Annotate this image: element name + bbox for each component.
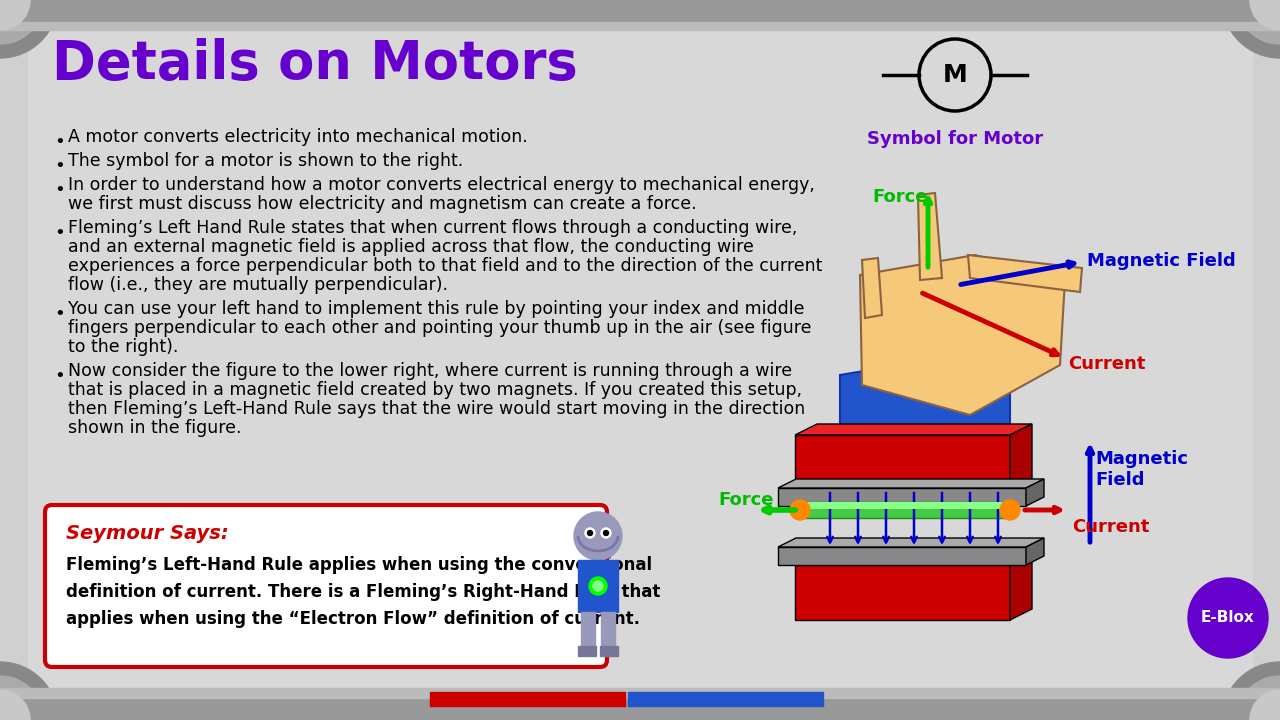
Bar (579, 560, 618, 612)
Bar (579, 646, 596, 656)
Circle shape (589, 577, 607, 595)
Circle shape (573, 512, 622, 560)
Circle shape (1236, 0, 1280, 44)
Bar (0, 688, 1280, 698)
Polygon shape (795, 554, 1032, 565)
Text: Fleming’s Left Hand Rule states that when current flows through a conducting wir: Fleming’s Left Hand Rule states that whe… (68, 219, 797, 237)
Text: •: • (54, 133, 65, 151)
Polygon shape (800, 502, 1010, 518)
Circle shape (1251, 690, 1280, 720)
Polygon shape (778, 488, 1027, 506)
Text: Details on Motors: Details on Motors (52, 38, 577, 90)
Circle shape (0, 0, 29, 30)
Text: Magnetic Field: Magnetic Field (1087, 252, 1235, 270)
Bar (628, 692, 823, 706)
Polygon shape (778, 538, 1044, 547)
Text: fingers perpendicular to each other and pointing your thumb up in the air (see f: fingers perpendicular to each other and … (68, 319, 812, 337)
Text: shown in the figure.: shown in the figure. (68, 419, 242, 437)
Bar (0, 22, 1280, 30)
Circle shape (1188, 578, 1268, 658)
Text: Force: Force (718, 491, 773, 509)
Text: Fleming’s Left-Hand Rule applies when using the conventional
definition of curre: Fleming’s Left-Hand Rule applies when us… (67, 556, 660, 628)
Polygon shape (795, 435, 1010, 490)
Text: In order to understand how a motor converts electrical energy to mechanical ener: In order to understand how a motor conve… (68, 176, 815, 194)
Text: we first must discuss how electricity and magnetism can create a force.: we first must discuss how electricity an… (68, 195, 696, 213)
Bar (430, 692, 625, 706)
Bar (602, 612, 614, 650)
Circle shape (790, 500, 810, 520)
Circle shape (0, 662, 58, 720)
Circle shape (1000, 500, 1020, 520)
Circle shape (1251, 0, 1280, 30)
Text: You can use your left hand to implement this rule by pointing your index and mid: You can use your left hand to implement … (68, 300, 805, 318)
Circle shape (0, 676, 44, 720)
Text: to the right).: to the right). (68, 338, 178, 356)
Polygon shape (861, 258, 882, 318)
Polygon shape (1027, 479, 1044, 506)
Polygon shape (860, 255, 1065, 415)
Text: Magnetic
Field: Magnetic Field (1094, 450, 1188, 489)
Bar (0, 698, 1280, 720)
Text: Now consider the figure to the lower right, where current is running through a w: Now consider the figure to the lower rig… (68, 362, 792, 380)
Text: A motor converts electricity into mechanical motion.: A motor converts electricity into mechan… (68, 128, 527, 146)
Circle shape (602, 528, 611, 538)
Text: Current: Current (1068, 355, 1146, 373)
Polygon shape (918, 193, 942, 280)
Text: Force: Force (872, 188, 928, 206)
Text: then Fleming’s Left-Hand Rule says that the wire would start moving in the direc: then Fleming’s Left-Hand Rule says that … (68, 400, 805, 418)
Text: •: • (54, 367, 65, 385)
Circle shape (1222, 662, 1280, 720)
FancyBboxPatch shape (45, 505, 607, 667)
Text: that is placed in a magnetic field created by two magnets. If you created this s: that is placed in a magnetic field creat… (68, 381, 803, 399)
Polygon shape (778, 479, 1044, 488)
Text: flow (i.e., they are mutually perpendicular).: flow (i.e., they are mutually perpendicu… (68, 276, 448, 294)
Text: •: • (54, 305, 65, 323)
Circle shape (1236, 676, 1280, 720)
Text: •: • (54, 181, 65, 199)
Circle shape (1222, 0, 1280, 58)
Polygon shape (778, 547, 1027, 565)
Polygon shape (795, 565, 1010, 620)
Text: Seymour Says:: Seymour Says: (67, 524, 229, 543)
Polygon shape (795, 424, 1032, 435)
Circle shape (588, 531, 593, 536)
Text: The symbol for a motor is shown to the right.: The symbol for a motor is shown to the r… (68, 152, 463, 170)
Polygon shape (1027, 538, 1044, 565)
Circle shape (603, 531, 608, 536)
Text: and an external magnetic field is applied across that flow, the conducting wire: and an external magnetic field is applie… (68, 238, 754, 256)
Text: experiences a force perpendicular both to that field and to the direction of the: experiences a force perpendicular both t… (68, 257, 822, 275)
Polygon shape (968, 255, 1082, 292)
Circle shape (585, 528, 595, 538)
Circle shape (0, 690, 29, 720)
Polygon shape (840, 370, 1010, 430)
Text: •: • (54, 157, 65, 175)
Text: Current: Current (1073, 518, 1149, 536)
Polygon shape (800, 502, 1010, 509)
Bar (581, 612, 595, 650)
Circle shape (0, 0, 44, 44)
Text: E-Blox: E-Blox (1201, 611, 1254, 626)
Polygon shape (1010, 554, 1032, 620)
Bar (0, 0, 1280, 22)
Circle shape (593, 581, 603, 591)
Polygon shape (1010, 424, 1032, 490)
Text: •: • (54, 224, 65, 242)
Circle shape (0, 0, 58, 58)
Text: Symbol for Motor: Symbol for Motor (867, 130, 1043, 148)
Bar (600, 646, 618, 656)
Text: M: M (942, 63, 968, 87)
